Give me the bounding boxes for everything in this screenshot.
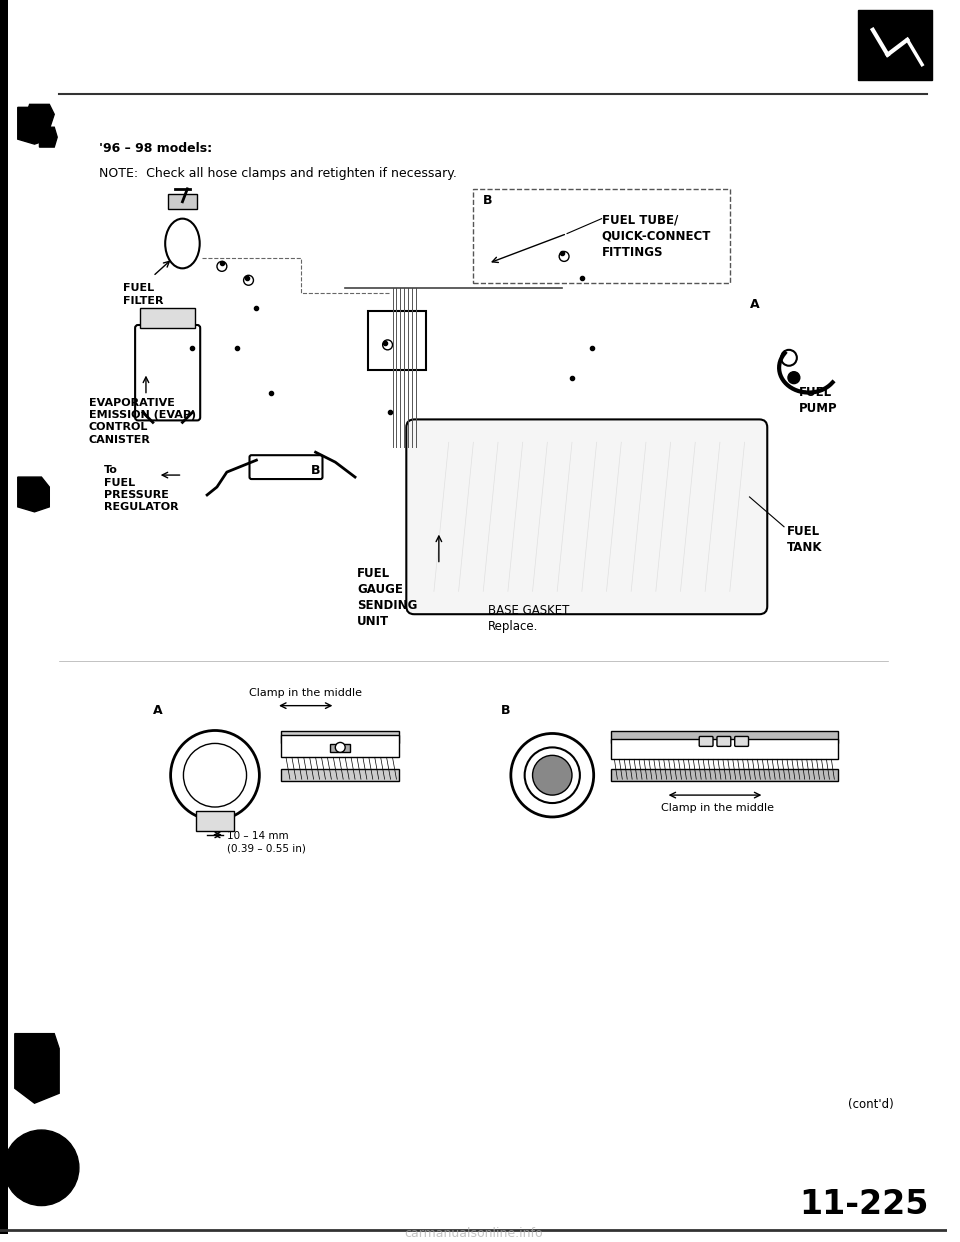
Text: BASE GASKET
Replace.: BASE GASKET Replace. [489, 605, 569, 633]
Text: A: A [750, 298, 759, 310]
FancyBboxPatch shape [140, 308, 195, 328]
FancyBboxPatch shape [135, 325, 201, 420]
Circle shape [559, 251, 569, 261]
FancyBboxPatch shape [281, 732, 399, 744]
Text: NOTE:  Check all hose clamps and retighten if necessary.: NOTE: Check all hose clamps and retighte… [99, 166, 457, 180]
Text: '96 – 98 models:: '96 – 98 models: [99, 142, 212, 155]
FancyBboxPatch shape [281, 769, 399, 781]
Text: B: B [311, 465, 320, 477]
FancyBboxPatch shape [368, 310, 426, 370]
Text: FUEL TUBE/
QUICK-CONNECT
FITTINGS: FUEL TUBE/ QUICK-CONNECT FITTINGS [602, 214, 711, 258]
Polygon shape [17, 107, 49, 144]
Text: 10 – 14 mm
(0.39 – 0.55 in): 10 – 14 mm (0.39 – 0.55 in) [227, 831, 305, 853]
Polygon shape [39, 127, 58, 147]
Text: (cont'd): (cont'd) [848, 1098, 894, 1112]
Text: B: B [501, 704, 511, 717]
Text: FUEL
FILTER: FUEL FILTER [123, 283, 164, 306]
Polygon shape [14, 1033, 60, 1103]
Circle shape [781, 350, 797, 365]
Polygon shape [17, 477, 49, 512]
FancyBboxPatch shape [734, 737, 749, 746]
Circle shape [788, 371, 800, 384]
Text: EVAPORATIVE
EMISSION (EVAP)
CONTROL
CANISTER: EVAPORATIVE EMISSION (EVAP) CONTROL CANI… [88, 397, 196, 445]
Bar [0, 0, 8, 1235]
Text: Clamp in the middle: Clamp in the middle [250, 688, 362, 698]
Circle shape [511, 734, 593, 817]
FancyBboxPatch shape [717, 737, 731, 746]
Ellipse shape [165, 219, 200, 268]
FancyBboxPatch shape [612, 769, 838, 781]
Text: 11-225: 11-225 [799, 1187, 928, 1221]
Text: FUEL
PUMP: FUEL PUMP [799, 385, 837, 415]
FancyBboxPatch shape [168, 194, 197, 209]
Circle shape [533, 755, 572, 795]
FancyBboxPatch shape [406, 420, 767, 615]
Text: Clamp in the middle: Clamp in the middle [660, 804, 774, 814]
Circle shape [4, 1130, 79, 1206]
Text: FUEL
TANK: FUEL TANK [787, 525, 823, 554]
FancyBboxPatch shape [858, 10, 932, 79]
Text: A: A [153, 704, 162, 717]
Text: FUEL
GAUGE
SENDING
UNIT: FUEL GAUGE SENDING UNIT [357, 566, 418, 627]
Bar [330, 744, 350, 753]
Polygon shape [25, 104, 55, 129]
Circle shape [525, 748, 580, 804]
FancyBboxPatch shape [612, 732, 838, 744]
FancyBboxPatch shape [699, 737, 713, 746]
Circle shape [217, 261, 227, 271]
Circle shape [335, 743, 346, 753]
Circle shape [244, 276, 253, 286]
Text: To
FUEL
PRESSURE
REGULATOR: To FUEL PRESSURE REGULATOR [104, 466, 179, 513]
Text: B: B [483, 194, 492, 206]
FancyBboxPatch shape [612, 739, 838, 759]
Circle shape [183, 744, 247, 807]
FancyBboxPatch shape [281, 735, 399, 758]
Circle shape [171, 730, 259, 820]
FancyBboxPatch shape [250, 456, 323, 479]
Circle shape [383, 340, 393, 350]
Text: carmanualsonline.info: carmanualsonline.info [404, 1227, 542, 1241]
FancyBboxPatch shape [196, 811, 233, 831]
